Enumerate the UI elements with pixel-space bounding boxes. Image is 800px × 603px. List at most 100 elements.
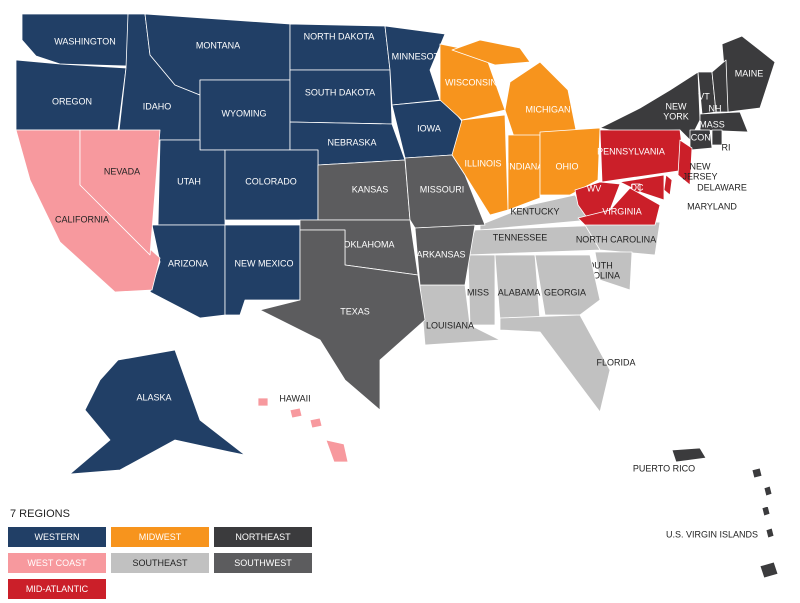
legend-label: SOUTHEAST — [132, 558, 188, 568]
state-shape — [15, 59, 127, 131]
state-label: MISS — [467, 287, 489, 297]
state-shape — [79, 129, 161, 256]
state-label: NH — [709, 103, 722, 113]
state-label: NEW YORK — [663, 102, 689, 122]
state: NEVADA — [79, 129, 161, 256]
state-label: FLORIDA — [596, 357, 635, 367]
state-shape — [577, 187, 661, 226]
state: CONN — [689, 129, 717, 151]
state-shape — [289, 407, 303, 419]
state-label: U.S. VIRGIN ISLANDS — [666, 529, 758, 539]
legend-swatch — [111, 553, 209, 573]
state: HAWAII — [257, 393, 349, 463]
state-shape — [451, 39, 531, 66]
state-label: ARIZONA — [168, 258, 208, 268]
state: ALABAMA — [494, 254, 541, 321]
state-label: ALASKA — [136, 392, 171, 402]
state-label: VT — [698, 91, 710, 101]
state-label: IDAHO — [143, 101, 172, 111]
state: ALASKA — [69, 349, 246, 475]
state-shape — [69, 349, 246, 475]
state-shape — [414, 224, 476, 286]
state: VIRGINIA — [577, 187, 661, 226]
state-label: MONTANA — [196, 40, 240, 50]
legend-label: MIDWEST — [139, 532, 182, 542]
state-label: CALIFORNIA — [55, 214, 109, 224]
state-shape — [504, 61, 579, 141]
state: FLORIDA — [499, 314, 636, 413]
state-shape — [507, 134, 541, 211]
state-label: ALABAMA — [498, 287, 541, 297]
state-label: MICHIGAN — [526, 104, 571, 114]
state: KANSAS — [317, 159, 411, 221]
state-label: PUERTO RICO — [633, 463, 695, 473]
state: NH — [709, 59, 729, 113]
state-shape — [689, 129, 713, 151]
state: COLORADO — [224, 149, 319, 221]
state-shape — [594, 251, 633, 291]
legend-swatch — [214, 553, 312, 573]
state-shape — [467, 254, 496, 326]
state-label: WASHINGTON — [54, 36, 116, 46]
state-label: INDIANA — [507, 161, 544, 171]
state-label: TENNESSEE — [493, 232, 548, 242]
state-label: WYOMING — [222, 108, 267, 118]
state-shape — [759, 561, 779, 579]
state-shape — [711, 129, 723, 146]
state-label: DC — [631, 182, 644, 192]
state-shape — [534, 254, 601, 316]
state-label: ARKANSAS — [416, 249, 465, 259]
state-label: MAINE — [735, 68, 764, 78]
state-label: RI — [722, 142, 731, 152]
state-label: IOWA — [417, 123, 441, 133]
state-label: WV — [587, 183, 602, 193]
state-label: PENNSYLVANIA — [597, 146, 665, 156]
legend-swatch — [8, 579, 106, 599]
state: MICHIGAN — [451, 39, 579, 141]
state-shape — [325, 439, 349, 463]
state: DELAWARE — [663, 174, 747, 196]
state-label: WISCONSIN — [445, 77, 497, 87]
state-shape — [751, 467, 763, 479]
state: MINNESOTA — [384, 25, 446, 106]
state-label: VIRGINIA — [602, 206, 642, 216]
state-shape — [765, 527, 775, 539]
state-label: NEW JERSEY — [682, 162, 717, 182]
state-label: NEBRASKA — [327, 137, 376, 147]
state-label: UTAH — [177, 176, 201, 186]
state-shape — [677, 139, 693, 186]
state-shape — [711, 59, 729, 113]
legend-title: 7 REGIONS — [10, 508, 70, 520]
state: SOUTH DAKOTA — [289, 69, 393, 125]
legend-label: SOUTHWEST — [234, 558, 292, 568]
state-shape — [309, 417, 323, 429]
state: NORTH DAKOTA — [289, 23, 391, 71]
state: TEXAS — [259, 229, 426, 411]
state-shape — [699, 111, 749, 133]
state-label: MASS — [699, 119, 725, 129]
state: MAINE — [721, 35, 776, 113]
state-label: OREGON — [52, 96, 92, 106]
state-label: MISSOURI — [420, 184, 465, 194]
state: INDIANA — [507, 134, 544, 211]
state: GEORGIA — [534, 254, 601, 316]
state-label: KENTUCKY — [510, 206, 559, 216]
legend-swatch — [8, 527, 106, 547]
state-shape — [149, 224, 226, 319]
state: RI — [711, 129, 731, 152]
state-shape — [499, 314, 611, 413]
state-label: COLORADO — [245, 176, 297, 186]
legend-label: WESTERN — [35, 532, 80, 542]
state-shape — [384, 25, 446, 106]
state-label: GEORGIA — [544, 287, 586, 297]
state-label: DELAWARE — [697, 182, 747, 192]
state-shape — [224, 224, 301, 316]
state-label: SOUTH CAROLINA — [574, 261, 620, 281]
state-shape — [257, 397, 269, 407]
state: PENNSYLVANIA — [597, 129, 686, 183]
state-label: LOUISIANA — [426, 320, 474, 330]
state-label: NEW MEXICO — [234, 258, 293, 268]
state-label: ILLINOIS — [464, 158, 501, 168]
state: SOUTH CAROLINA — [574, 251, 633, 291]
legend-label: MID-ATLANTIC — [26, 584, 89, 594]
